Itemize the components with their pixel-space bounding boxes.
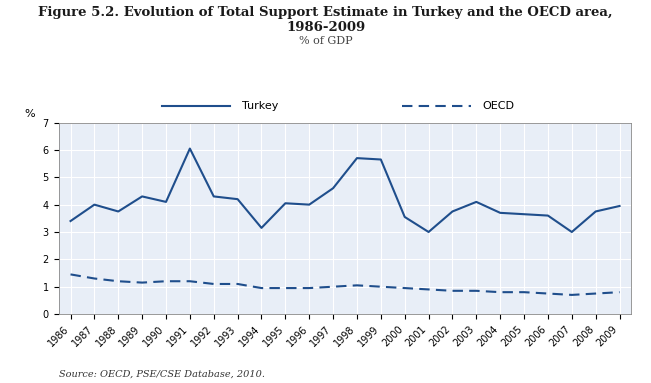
Text: Turkey: Turkey [242,101,278,111]
Text: OECD: OECD [482,101,514,111]
Text: 1986-2009: 1986-2009 [286,21,365,34]
Text: Figure 5.2. Evolution of Total Support Estimate in Turkey and the OECD area,: Figure 5.2. Evolution of Total Support E… [38,6,613,19]
Text: % of GDP: % of GDP [299,36,352,46]
Text: %: % [24,109,35,119]
Text: Source: OECD, PSE/CSE Database, 2010.: Source: OECD, PSE/CSE Database, 2010. [59,370,264,379]
